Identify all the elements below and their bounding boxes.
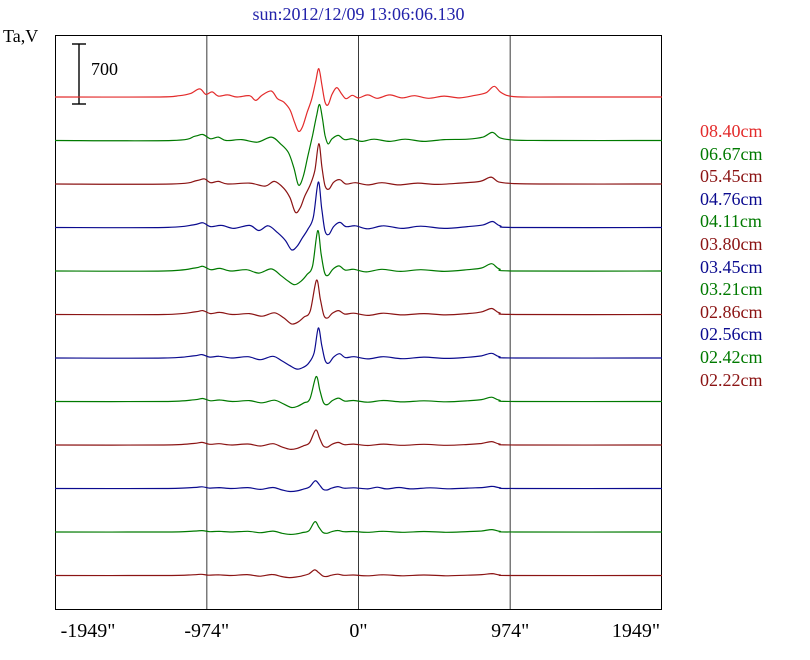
x-tick-label: 0" [349,620,368,642]
wavelength-label: 02.56cm [700,324,763,345]
wavelength-label: 05.45cm [700,166,763,187]
wavelength-label: 08.40cm [700,121,763,141]
wavelength-label: 02.86cm [700,301,763,322]
wavelength-label: 02.42cm [700,346,763,367]
x-tick-label: -974" [184,620,230,642]
y-axis-label: Ta,V [3,26,39,46]
wavelength-label: 03.21cm [700,279,763,300]
x-tick-label: 1949" [611,620,661,642]
trace-04.76cm [54,181,663,251]
trace-06.67cm [54,103,663,186]
wavelength-label: 03.80cm [700,233,763,254]
trace-03.21cm [54,375,663,409]
trace-02.86cm [54,429,663,450]
trace-03.45cm [54,327,663,370]
trace-02.22cm [54,569,663,579]
scale-bar-value: 700 [91,59,118,79]
plot-title: sun:2012/12/09 13:06:06.130 [252,4,465,24]
plot-border [55,35,662,610]
plot-area: 700 [54,35,663,610]
trace-02.42cm [54,521,663,536]
x-axis-tick-labels: -1949" -974" 0" 974" 1949" [0,620,810,650]
trace-04.11cm [54,230,663,286]
plot-canvas: 700 [54,35,663,610]
wavelength-legend: 08.40cm 06.67cm 05.45cm 04.76cm 04.11cm 03.80… [700,120,810,391]
wavelength-label: 03.45cm [700,256,763,277]
x-tick-label: -1949" [60,620,116,642]
x-tick-label: 974" [491,620,530,642]
trace-02.56cm [54,480,663,493]
wavelength-label: 04.76cm [700,188,763,209]
trace-08.40cm [54,68,662,133]
trace-03.80cm [54,279,663,325]
trace-05.45cm [54,143,663,214]
wavelength-label: 02.22cm [700,369,763,390]
wavelength-label: 06.67cm [700,143,763,164]
wavelength-label: 04.11cm [700,211,762,232]
